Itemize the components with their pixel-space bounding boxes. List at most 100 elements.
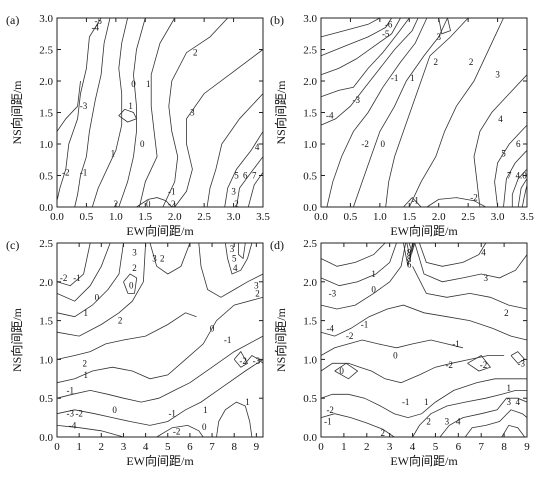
y-axis-label: NS向间距/m	[273, 80, 288, 145]
contour-line	[412, 266, 528, 310]
y-tick-label: 0.0	[303, 432, 317, 444]
y-tick-label: 3.0	[303, 13, 317, 25]
y-tick-label: 0.5	[303, 171, 317, 183]
contour-label: -4	[69, 420, 77, 430]
contour-label: -6	[385, 19, 393, 29]
contour-label: 4	[498, 114, 503, 124]
contour-label: 7	[252, 171, 257, 181]
y-tick-label: 0.5	[303, 393, 317, 405]
contour-line	[216, 401, 253, 438]
x-tick-label: 8	[501, 441, 507, 453]
contour-label: -2	[168, 199, 176, 209]
contour-line	[247, 172, 264, 208]
contour-label: 6	[516, 139, 521, 149]
x-tick-label: 4	[410, 441, 416, 453]
x-tick-label: 0	[54, 441, 60, 453]
contour-label: 2	[234, 199, 239, 209]
contour-label: 1	[146, 79, 151, 89]
x-tick-label: 2.5	[197, 211, 211, 223]
x-tick-label: 3.0	[227, 211, 241, 223]
contour-line	[517, 178, 528, 208]
contour-label: -3	[253, 356, 261, 366]
contour-line	[414, 242, 528, 283]
contour-line	[320, 17, 392, 57]
contour-line	[136, 197, 173, 208]
x-tick-label: 0.0	[50, 211, 64, 223]
contour-label: 4	[233, 263, 238, 273]
contour-line	[503, 150, 528, 208]
y-tick-label: 1.0	[303, 139, 317, 151]
y-tick-label: 2.5	[39, 45, 53, 57]
contour-label: 5	[234, 171, 239, 181]
y-tick-label: 1.5	[303, 108, 317, 120]
contour-label: 3	[190, 108, 195, 118]
contour-line	[56, 242, 124, 318]
contour-label: 1	[84, 370, 89, 380]
contour-line	[233, 350, 249, 368]
contour-line	[320, 242, 386, 267]
contour-line	[56, 242, 111, 302]
x-tick-label: 1.5	[402, 211, 416, 223]
contour-label: 1	[371, 269, 376, 279]
contour-line	[56, 359, 264, 426]
contour-line	[56, 312, 197, 360]
contour-line	[91, 17, 128, 208]
contour-line	[56, 17, 102, 201]
x-tick-label: 0.0	[314, 211, 328, 223]
y-tick-label: 0.0	[39, 432, 53, 444]
contour-line	[56, 80, 81, 132]
panel-tag: (b)	[270, 13, 284, 27]
contour-line	[320, 17, 401, 76]
contour-line	[521, 184, 528, 208]
contour-line	[156, 424, 204, 438]
contour-label: 4	[456, 417, 461, 427]
contour-label: -2	[346, 331, 354, 341]
contour-label: 2	[426, 417, 431, 427]
x-tick-label: 8	[231, 441, 237, 453]
contour-label: 1	[245, 397, 250, 407]
contour-line	[412, 390, 527, 438]
x-tick-label: 7	[478, 441, 484, 453]
contour-label: 0	[381, 139, 386, 149]
contour-label: 0	[393, 351, 398, 361]
contour-label: 6	[243, 171, 248, 181]
y-tick-label: 2.5	[303, 45, 317, 57]
contour-line	[426, 197, 486, 208]
contour-label: -3	[67, 409, 75, 419]
contour-line	[511, 168, 528, 207]
contour-label: -1	[391, 73, 399, 83]
contour-label: 2	[193, 48, 198, 58]
contour-line	[320, 17, 381, 38]
contour-label: 0	[371, 285, 376, 295]
contour-label: 2	[118, 316, 123, 326]
contour-line	[320, 17, 419, 126]
contour-line	[174, 49, 264, 208]
contour-label: 0	[140, 139, 145, 149]
x-tick-label: 3	[387, 441, 393, 453]
x-tick-label: 1.5	[138, 211, 152, 223]
contour-label: 3	[495, 70, 500, 80]
contour-line	[320, 413, 395, 438]
x-axis-label: EW向间距/m	[390, 453, 458, 468]
contour-line	[320, 304, 528, 341]
contour-label: 2	[504, 308, 509, 318]
contour-label: 2	[132, 263, 137, 273]
contour-line	[408, 242, 416, 254]
x-tick-label: 2.0	[432, 211, 446, 223]
y-tick-label: 2.0	[303, 76, 317, 88]
contour-label: 4	[255, 142, 260, 152]
contour-label: -5	[382, 29, 390, 39]
contour-line	[385, 17, 469, 208]
contour-line	[320, 355, 505, 384]
contour-line	[467, 354, 492, 372]
contour-label: -1	[402, 397, 410, 407]
contour-label: 2	[434, 57, 439, 67]
contour-label: -1	[324, 417, 332, 427]
y-tick-label: 2.0	[39, 76, 53, 88]
plot-frame	[320, 242, 528, 438]
contour-line	[320, 378, 527, 419]
contour-label: 1	[410, 73, 415, 83]
contour-label: 3	[436, 32, 441, 42]
